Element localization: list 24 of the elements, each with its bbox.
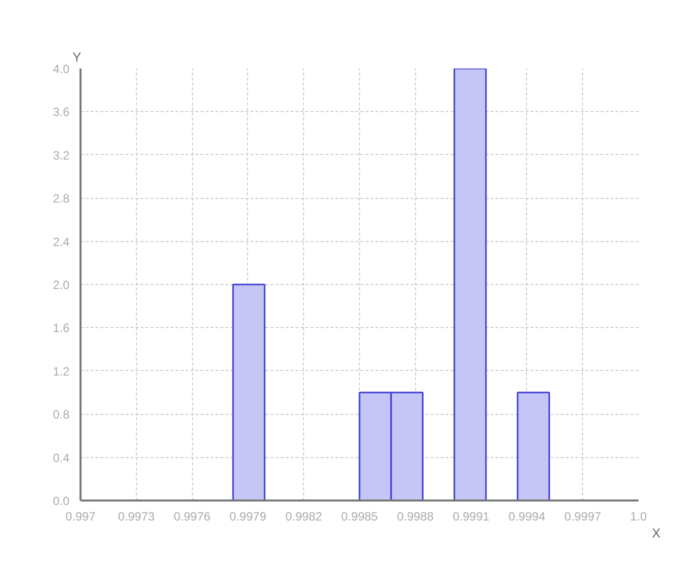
x-tick-label: 0.9988 bbox=[396, 510, 434, 524]
y-tick-label: 3.6 bbox=[52, 105, 70, 120]
x-tick-label: 0.9997 bbox=[564, 510, 602, 524]
x-tick-label: 0.9982 bbox=[285, 510, 322, 524]
y-tick-label: 0.4 bbox=[52, 450, 70, 465]
x-tick-label: 0.9985 bbox=[341, 510, 378, 524]
x-tick-label: 0.9976 bbox=[174, 510, 211, 524]
x-tick-label: 1.0 bbox=[630, 510, 648, 524]
y-tick-label: 1.2 bbox=[52, 364, 70, 378]
y-tick-label: 2.0 bbox=[52, 278, 70, 292]
y-tick-label: 4.0 bbox=[52, 62, 70, 76]
x-tick-label: 0.9994 bbox=[508, 510, 546, 524]
x-tick-label: 0.997 bbox=[65, 510, 96, 524]
x-tick-label: 0.9973 bbox=[118, 510, 155, 524]
y-tick-label: 1.6 bbox=[52, 321, 70, 336]
y-tick-label: 3.2 bbox=[52, 148, 70, 162]
x-tick-label: 0.9991 bbox=[452, 510, 490, 524]
x-axis-title: X bbox=[652, 526, 661, 540]
x-tick-label: 0.9979 bbox=[230, 510, 267, 524]
y-axis-title: Y bbox=[72, 50, 82, 64]
y-tick-label: 2.8 bbox=[52, 192, 70, 206]
y-tick-label: 0.0 bbox=[52, 494, 70, 508]
y-tick-label: 2.4 bbox=[52, 234, 70, 249]
y-tick-label: 0.8 bbox=[52, 408, 70, 422]
